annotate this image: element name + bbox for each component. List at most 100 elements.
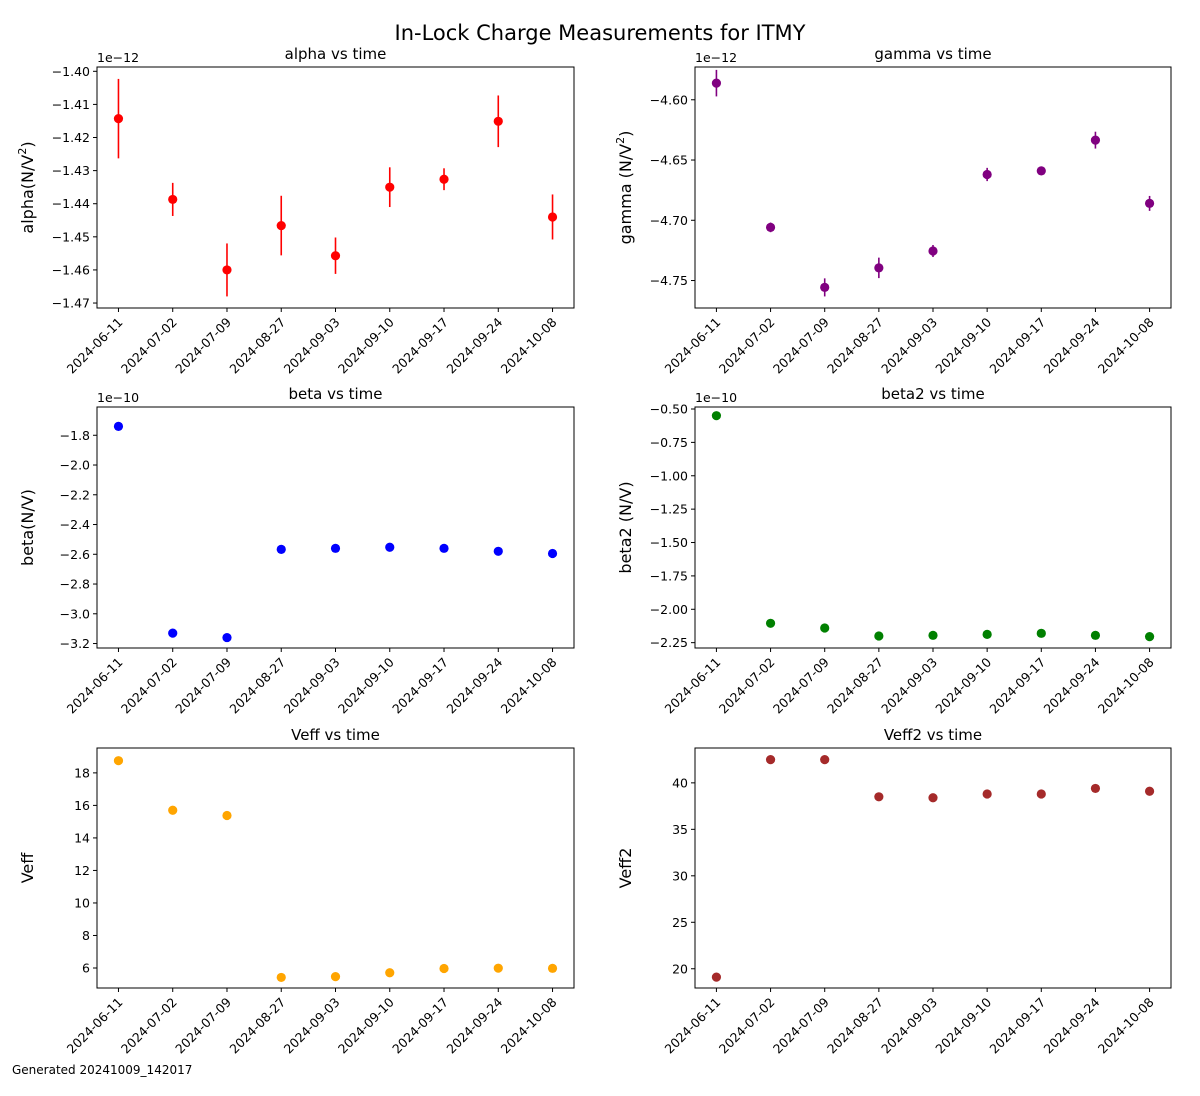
veff-data-point	[330, 972, 341, 982]
veff2-xtick-label: 2024-10-08	[1095, 994, 1157, 1056]
beta2-xtick-label: 2024-09-17	[986, 655, 1048, 717]
alpha-offset-text: 1e−12	[97, 50, 139, 65]
gamma-data-point	[1090, 135, 1101, 145]
beta2-panel: beta2 vs time 1e−10 beta2 (N/V) −2.25 −2.00 −…	[616, 385, 1172, 717]
beta2-ylabel: beta2 (N/V)	[616, 481, 635, 573]
veff-data-point	[547, 963, 558, 973]
veff-title: Veff vs time	[291, 726, 380, 744]
gamma-offset-text: 1e−12	[695, 50, 737, 65]
beta2-data-point	[711, 411, 722, 421]
beta2-xtick-label: 2024-07-09	[770, 654, 832, 716]
beta2-data-point	[874, 631, 884, 641]
beta-xtick-label: 2024-10-08	[498, 654, 560, 716]
veff-xtick-label: 2024-07-02	[118, 995, 180, 1057]
veff-ytick-label: 6	[82, 961, 90, 976]
gamma-axes-frame	[694, 66, 1172, 309]
alpha-ytick-label: −1.44	[52, 196, 90, 211]
beta2-ytick-label: −2.00	[650, 602, 688, 617]
beta2-xtick-label: 2024-10-08	[1095, 654, 1157, 716]
beta2-data-point	[765, 618, 776, 628]
beta-data-point	[439, 543, 449, 553]
gamma-xtick-label: 2024-06-11	[662, 315, 724, 377]
veff-xtick-label: 2024-09-17	[389, 995, 451, 1057]
veff2-xtick-label: 2024-09-10	[932, 994, 994, 1056]
veff2-data-point	[765, 755, 776, 765]
beta2-ytick-label: −0.50	[650, 402, 688, 417]
alpha-data-point	[547, 212, 558, 222]
beta2-xtick-label: 2024-09-03	[878, 655, 940, 717]
veff-data-point	[276, 972, 286, 983]
gamma-data-point	[874, 263, 884, 273]
beta-xtick-label: 2024-07-09	[172, 654, 234, 716]
beta-data-point	[385, 542, 395, 552]
beta2-offset-text: 1e−10	[695, 390, 737, 405]
veff-xtick-label: 2024-06-11	[64, 995, 126, 1057]
veff2-ytick-label: 20	[672, 961, 688, 976]
veff2-xtick-label: 2024-09-03	[878, 995, 940, 1057]
alpha-ytick-label: −1.46	[52, 262, 90, 277]
veff-ytick-label: 18	[74, 765, 90, 780]
alpha-data-point	[276, 220, 286, 231]
veff2-xtick-label: 2024-07-02	[716, 995, 778, 1057]
gamma-xtick-label: 2024-09-17	[986, 315, 1048, 377]
veff2-ytick-label: 35	[672, 822, 688, 837]
beta2-xtick-label: 2024-08-27	[824, 655, 886, 717]
gamma-data-point	[765, 222, 776, 232]
alpha-xtick-label: 2024-09-03	[281, 315, 343, 377]
gamma-title: gamma vs time	[874, 45, 991, 63]
gamma-data-point	[711, 78, 722, 88]
veff2-data-point	[711, 972, 722, 982]
beta2-data-point	[982, 629, 992, 639]
beta-xtick-label: 2024-09-10	[335, 654, 397, 716]
veff2-xtick-label: 2024-06-11	[662, 995, 724, 1057]
figure-title: In-Lock Charge Measurements for ITMY	[395, 21, 806, 45]
beta-data-point	[222, 632, 232, 643]
veff-data-point	[439, 963, 449, 974]
veff2-data-point	[982, 789, 992, 799]
veff-data-point	[168, 805, 178, 815]
beta2-ytick-label: −1.50	[650, 535, 688, 550]
beta2-data-point	[1090, 630, 1101, 640]
veff2-xtick-label: 2024-09-17	[986, 995, 1048, 1057]
alpha-xtick-label: 2024-07-09	[172, 314, 234, 376]
beta2-xtick-label: 2024-09-10	[932, 654, 994, 716]
gamma-data-point	[820, 282, 830, 292]
beta2-xtick-label: 2024-06-11	[662, 655, 724, 717]
alpha-data-point	[493, 116, 503, 126]
veff2-data-point	[1090, 783, 1101, 794]
beta-panel: beta vs time 1e−10 beta(N/V) −3.2 −3.0 −2.8 −2…	[18, 385, 575, 717]
beta-ytick-label: −2.6	[60, 547, 90, 562]
gamma-xtick-label: 2024-09-10	[932, 314, 994, 376]
gamma-data-point	[928, 246, 938, 256]
beta-ytick-label: −2.0	[60, 458, 90, 473]
beta-data-point	[547, 548, 558, 559]
beta2-data-point	[1144, 632, 1155, 642]
veff2-ylabel: Veff2	[616, 848, 635, 889]
beta-ytick-label: −2.2	[60, 487, 90, 502]
veff-xtick-label: 2024-10-08	[498, 994, 560, 1056]
veff-xtick-label: 2024-07-09	[172, 994, 234, 1056]
veff-ytick-label: 16	[74, 798, 90, 813]
gamma-ytick-label: −4.70	[650, 213, 688, 228]
veff-data-point	[385, 968, 395, 978]
alpha-data-point	[222, 265, 232, 275]
gamma-xtick-label: 2024-08-27	[824, 315, 886, 377]
veff-axes-frame	[96, 747, 575, 989]
alpha-data-point	[330, 251, 341, 261]
beta-data-point	[168, 628, 178, 638]
alpha-data-point	[113, 114, 124, 124]
beta-data-point	[330, 543, 341, 553]
veff2-axes-frame	[694, 747, 1172, 989]
beta-xtick-label: 2024-09-17	[389, 655, 451, 717]
beta-offset-text: 1e−10	[97, 390, 139, 405]
veff2-xtick-label: 2024-07-09	[770, 994, 832, 1056]
alpha-data-point	[439, 174, 449, 184]
beta-ylabel: beta(N/V)	[18, 489, 37, 566]
veff-data-point	[113, 756, 124, 766]
beta2-xtick-label: 2024-09-24	[1041, 654, 1103, 716]
beta-ytick-label: −3.0	[60, 606, 90, 621]
beta2-data-point	[928, 630, 938, 640]
beta-xtick-label: 2024-09-24	[443, 654, 505, 716]
beta-xtick-label: 2024-07-02	[118, 655, 180, 717]
